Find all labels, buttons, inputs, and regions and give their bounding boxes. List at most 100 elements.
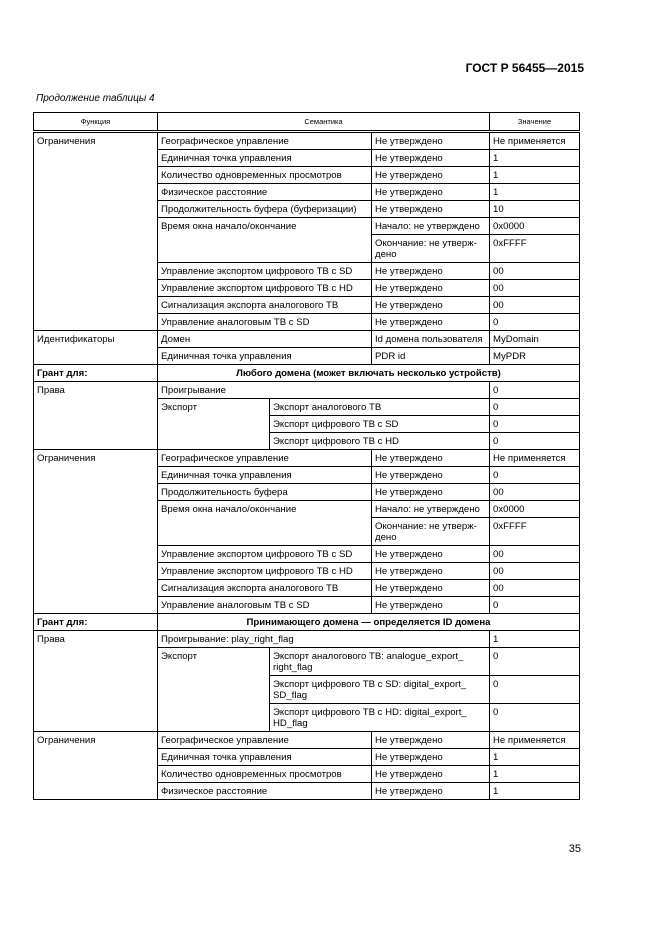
value-cell: 00 — [489, 262, 580, 280]
parameter-cell: Экспорт — [157, 647, 270, 732]
state-cell: Не утверждено — [371, 200, 490, 218]
grant-label: Грант для: — [33, 364, 158, 382]
value-cell: 0xFFFF — [489, 517, 580, 546]
parameter-cell: Управление аналоговым ТВ с SD — [157, 596, 372, 614]
sub-parameter-cell: Экспорт цифрового ТВ с HD: digital_expor… — [269, 703, 490, 732]
table-row: Сигнализация экспорта аналогового ТВ Не у… — [34, 296, 580, 314]
page-number: 35 — [568, 843, 581, 855]
table-row: Единичная точка управления Не утверждено 1 — [34, 748, 580, 766]
table-row: Управление экспортом цифрового ТВ с HD Не… — [34, 279, 580, 297]
value-cell: 1 — [489, 748, 580, 766]
value-cell: 00 — [489, 279, 580, 297]
state-cell: Не утверждено — [371, 449, 490, 467]
state-cell: Не утверждено — [371, 483, 490, 501]
table-row: Ограничения Географическое управление Не у… — [33, 131, 580, 331]
state-cell: Не утверждено — [371, 279, 490, 297]
state-cell: Не утверждено — [371, 596, 490, 614]
sub-parameter-cell: Экспорт цифрового ТВ с SD: digital_expor… — [269, 675, 490, 704]
parameter-cell: Единичная точка управления — [157, 748, 372, 766]
state-cell: PDR id — [371, 347, 490, 365]
state-cell: Окончание: не утверж- дено — [371, 234, 490, 263]
table-row: Права Проигрывание 0 — [33, 381, 580, 450]
table-4: Функция Семантика Значение Ограничения Ге… — [33, 112, 580, 800]
sub-parameter-cell: Экспорт аналогового ТВ — [269, 398, 490, 416]
state-cell: Id домена пользователя — [371, 330, 490, 348]
value-cell: 1 — [489, 183, 580, 201]
state-cell: Не утверждено — [371, 262, 490, 280]
value-cell: 0 — [489, 466, 580, 484]
table-continuation-caption: Продолжение таблицы 4 — [36, 93, 155, 104]
value-cell: 00 — [489, 579, 580, 597]
table-row: Единичная точка управления PDR id MyPDR — [34, 347, 580, 365]
value-cell: 0 — [489, 398, 580, 416]
table-row: Экспорт Экспорт аналогового ТВ 0 — [34, 398, 580, 450]
value-cell: 00 — [489, 483, 580, 501]
table-row: Время окна начало/окончание Начало: не ут… — [34, 500, 580, 546]
table-row: Окончание: не утверж- дено 0xFFFF — [34, 517, 580, 546]
parameter-cell: Время окна начало/окончание — [157, 217, 372, 263]
state-cell: Начало: не утверждено — [371, 217, 490, 235]
table-row: Идентификаторы Домен Id домена пользовател… — [33, 330, 580, 365]
state-cell: Не утверждено — [371, 466, 490, 484]
grant-scope: Принимающего домена — определяется ID до… — [157, 613, 580, 631]
parameter-cell: Географическое управление — [157, 131, 372, 150]
value-cell: 00 — [489, 562, 580, 580]
value-cell: 0x0000 — [489, 217, 580, 235]
parameter-cell: Экспорт — [157, 398, 270, 450]
value-cell: 1 — [489, 765, 580, 783]
function-cell: Права — [33, 630, 158, 732]
table-row: Грант для: Любого домена (может включать … — [33, 364, 580, 382]
value-cell: 0 — [489, 675, 580, 704]
table-row: Ограничения Географическое управление Не у… — [33, 731, 580, 800]
parameter-cell: Единичная точка управления — [157, 466, 372, 484]
table-row: Управление аналоговым ТВ с SD Не утвержде… — [34, 596, 580, 614]
parameter-cell: Управление экспортом цифрового ТВ с SD — [157, 545, 372, 563]
value-cell: 00 — [489, 296, 580, 314]
parameter-cell: Проигрывание — [157, 381, 490, 399]
state-cell: Не утверждено — [371, 748, 490, 766]
parameter-cell: Продолжительность буфера — [157, 483, 372, 501]
state-cell: Не утверждено — [371, 313, 490, 331]
table-row: Управление экспортом цифрового ТВ с SD Не… — [34, 262, 580, 280]
state-cell: Начало: не утверждено — [371, 500, 490, 518]
state-cell: Не утверждено — [371, 765, 490, 783]
value-cell: 00 — [489, 545, 580, 563]
state-cell: Не утверждено — [371, 149, 490, 167]
function-cell: Ограничения — [33, 449, 158, 614]
parameter-cell: Управление экспортом цифрового ТВ с SD — [157, 262, 372, 280]
value-cell: 1 — [489, 166, 580, 184]
table-header-row: Функция Семантика Значение — [33, 112, 580, 133]
value-cell: 0 — [489, 313, 580, 331]
state-cell: Не утверждено — [371, 183, 490, 201]
value-cell: 0 — [489, 703, 580, 732]
table-row: Единичная точка управления Не утверждено 1 — [34, 149, 580, 167]
header-function: Функция — [33, 112, 158, 133]
state-cell: Не утверждено — [371, 731, 490, 749]
state-cell: Не утверждено — [371, 782, 490, 800]
table-row: Экспорт цифрового ТВ с HD: digital_expor… — [34, 703, 580, 732]
value-cell: 0 — [489, 432, 580, 450]
function-cell: Ограничения — [33, 731, 158, 800]
standard-number: ГОСТ Р 56455—2015 — [465, 61, 584, 75]
parameter-cell: Сигнализация экспорта аналогового ТВ — [157, 579, 372, 597]
table-row: Управление экспортом цифрового ТВ с HD Не… — [34, 562, 580, 580]
value-cell: 1 — [489, 630, 580, 648]
value-cell: MyPDR — [489, 347, 580, 365]
table-row: Права Проигрывание: play_right_flag 1 — [33, 630, 580, 732]
value-cell: 0x0000 — [489, 500, 580, 518]
table-row: Единичная точка управления Не утверждено 0 — [34, 466, 580, 484]
parameter-cell: Единичная точка управления — [157, 149, 372, 167]
function-cell: Права — [33, 381, 158, 450]
grant-scope: Любого домена (может включать несколько … — [157, 364, 580, 382]
grant-label: Грант для: — [33, 613, 158, 631]
table-row: Грант для: Принимающего домена — определя… — [33, 613, 580, 631]
state-cell: Не утверждено — [371, 562, 490, 580]
parameter-cell: Географическое управление — [157, 449, 372, 467]
value-cell: 0 — [489, 596, 580, 614]
state-cell: Не утверждено — [371, 579, 490, 597]
value-cell: MyDomain — [489, 330, 580, 348]
parameter-cell: Сигнализация экспорта аналогового ТВ — [157, 296, 372, 314]
sub-parameter-cell: Экспорт цифрового ТВ с HD — [269, 432, 490, 450]
state-cell: Окончание: не утверж- дено — [371, 517, 490, 546]
table-row: Время окна начало/окончание Начало: не ут… — [34, 217, 580, 263]
